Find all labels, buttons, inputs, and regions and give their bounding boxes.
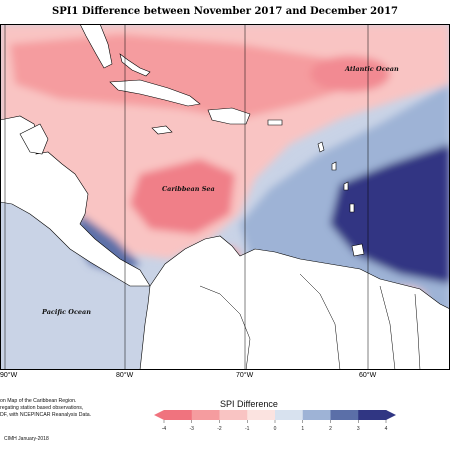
credit-text: CIMH January-2018 xyxy=(4,436,49,442)
legend-tick-label: 1 xyxy=(301,426,304,432)
country-borders xyxy=(199,273,421,370)
label-atlantic-ocean: Atlantic Ocean xyxy=(344,65,399,73)
caption-line: regating station based observations, xyxy=(0,405,84,411)
land-hispaniola xyxy=(207,107,251,125)
legend-swatch xyxy=(247,410,276,420)
negative-core-caribbean xyxy=(130,159,235,234)
color-legend: -4 -3 -2 -1 0 1 2 3 4 xyxy=(154,410,396,432)
land-jamaica xyxy=(151,125,173,135)
longitude-label-70w: 70°W xyxy=(236,372,254,379)
map-title: SPI1 Difference between November 2017 an… xyxy=(51,6,398,17)
legend-swatch xyxy=(164,410,193,420)
legend-tick-label: -4 xyxy=(162,426,167,432)
legend-tick-label: 0 xyxy=(274,426,277,432)
legend-tick-label: 4 xyxy=(385,426,388,432)
map-caption: on Map of the Caribbean Region. regating… xyxy=(0,398,112,419)
legend-swatch xyxy=(302,410,331,420)
land-puerto-rico xyxy=(267,119,283,126)
legend-tick-label: -3 xyxy=(190,426,195,432)
legend-tick-label: 2 xyxy=(329,426,332,432)
land-florida xyxy=(79,24,113,69)
legend-swatch xyxy=(219,410,248,420)
legend-swatch xyxy=(358,410,387,420)
land-south-america xyxy=(139,235,450,370)
negative-core-atlantic xyxy=(310,56,390,92)
legend-tick-label: -1 xyxy=(245,426,250,432)
caption-line: DF, with NCEPINCAR Reanalysis Data. xyxy=(0,412,92,418)
legend-swatch xyxy=(191,410,220,420)
land-cuba xyxy=(109,79,201,107)
land-yucatan xyxy=(19,123,49,155)
label-pacific-ocean: Pacific Ocean xyxy=(41,308,91,316)
longitude-label-90w: 90°W xyxy=(0,372,18,379)
longitude-label-80w: 80°W xyxy=(116,372,134,379)
legend-arrow xyxy=(154,410,164,420)
legend-title: SPI Difference xyxy=(220,399,278,409)
land-bahamas xyxy=(119,53,151,77)
legend-swatch xyxy=(330,410,359,420)
land-trinidad xyxy=(351,243,365,257)
legend-tick-label: -2 xyxy=(217,426,222,432)
legend-swatch xyxy=(275,410,304,420)
longitude-label-60w: 60°W xyxy=(359,372,377,379)
land-lesser-antilles xyxy=(317,141,355,213)
label-caribbean-sea: Caribbean Sea xyxy=(162,185,215,193)
spi-difference-map: Atlantic Ocean Caribbean Sea Pacific Oce… xyxy=(0,24,450,370)
landmasses xyxy=(0,24,450,370)
legend-arrow xyxy=(386,410,396,420)
caption-line: on Map of the Caribbean Region. xyxy=(0,398,77,404)
graticule xyxy=(4,24,369,370)
legend-tick-label: 3 xyxy=(357,426,360,432)
